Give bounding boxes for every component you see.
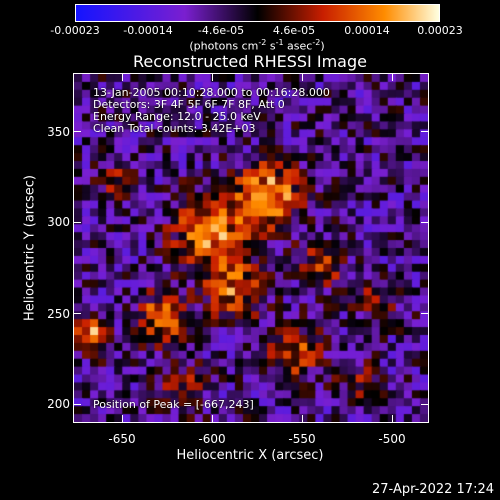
- colorbar-tick-label: 4.6e-05: [272, 24, 316, 37]
- colorbar-tick-label: -0.00014: [123, 24, 173, 37]
- colorbar-tick-label: -4.6e-05: [197, 24, 245, 37]
- x-tick-mark: [302, 73, 303, 81]
- info-total-counts: Clean Total counts: 3.42E+03: [93, 122, 256, 135]
- rhessi-image: [74, 74, 428, 422]
- y-tick-mark: [73, 131, 81, 132]
- y-tick-mark: [421, 131, 429, 132]
- x-tick-mark: [122, 415, 123, 423]
- y-tick-mark: [421, 404, 429, 405]
- y-tick-label: 300: [47, 215, 70, 229]
- units-text: (photons cm: [189, 39, 259, 53]
- y-axis-label: Heliocentric Y (arcsec): [22, 175, 38, 321]
- colorbar: [75, 4, 440, 22]
- x-tick-mark: [212, 415, 213, 423]
- y-tick-label: 350: [47, 125, 70, 139]
- colorbar-tick-label: 0.00014: [344, 24, 390, 37]
- y-tick-mark: [421, 222, 429, 223]
- info-detectors: Detectors: 3F 4F 5F 6F 7F 8F, Att 0: [93, 98, 285, 111]
- x-tick-label: -600: [198, 432, 226, 446]
- x-tick-label: -550: [288, 432, 316, 446]
- x-tick-label: -500: [378, 432, 406, 446]
- plot-title: Reconstructed RHESSI Image: [133, 52, 367, 71]
- timestamp: 27-Apr-2022 17:24: [372, 482, 494, 497]
- units-exponent: -2: [258, 38, 267, 47]
- plot-frame: [73, 73, 429, 423]
- y-tick-mark: [73, 313, 81, 314]
- x-tick-mark: [392, 73, 393, 81]
- y-tick-label: 200: [47, 397, 70, 411]
- units-text: s: [266, 39, 276, 53]
- units-text: asec: [283, 39, 313, 53]
- colorbar-units: (photons cm-2 s-1 asec-2): [189, 38, 324, 53]
- units-exponent: -1: [275, 38, 284, 47]
- x-tick-label: -650: [108, 432, 136, 446]
- units-text: ): [320, 39, 325, 53]
- x-tick-mark: [302, 415, 303, 423]
- peak-position-label: Position of Peak = [-667,243]: [93, 398, 254, 411]
- x-tick-mark: [392, 415, 393, 423]
- x-tick-mark: [212, 73, 213, 81]
- units-exponent: -2: [312, 38, 321, 47]
- x-tick-mark: [122, 73, 123, 81]
- y-tick-label: 250: [47, 307, 70, 321]
- y-tick-mark: [421, 313, 429, 314]
- info-time-range: 13-Jan-2005 00:10:28.000 to 00:16:28.000: [93, 86, 330, 99]
- y-tick-mark: [73, 404, 81, 405]
- y-tick-mark: [73, 222, 81, 223]
- info-energy-range: Energy Range: 12.0 - 25.0 keV: [93, 110, 261, 123]
- colorbar-tick-label: -0.00023: [50, 24, 100, 37]
- colorbar-tick-label: 0.00023: [417, 24, 463, 37]
- x-axis-label: Heliocentric X (arcsec): [176, 448, 324, 463]
